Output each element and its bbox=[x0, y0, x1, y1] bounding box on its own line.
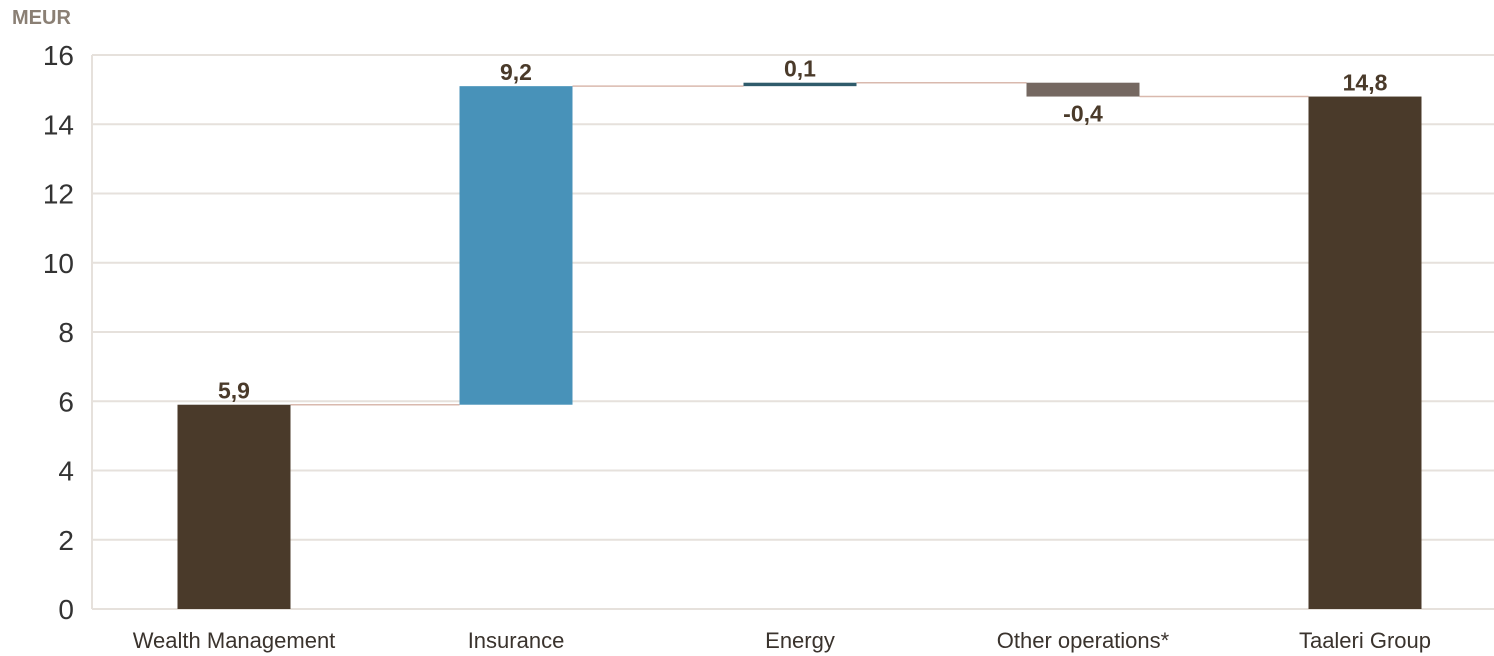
connector-lines bbox=[290, 81, 1309, 406]
bar bbox=[177, 404, 291, 609]
bar bbox=[459, 86, 573, 405]
x-tick-label: Energy bbox=[765, 628, 835, 653]
y-tick-label: 4 bbox=[58, 456, 74, 487]
y-tick-label: 0 bbox=[58, 594, 74, 625]
y-tick-label: 10 bbox=[43, 248, 74, 279]
bars bbox=[177, 82, 1422, 610]
data-labels: 5,9 9,2 0,1 -0,4 14,8 bbox=[218, 56, 1388, 404]
y-tick-label: 8 bbox=[58, 317, 74, 348]
y-tick-label: 6 bbox=[58, 386, 74, 417]
bar bbox=[1026, 82, 1140, 97]
bar bbox=[743, 82, 857, 87]
x-axis-ticks: Wealth Management Insurance Energy Other op… bbox=[133, 628, 1431, 653]
x-tick-label: Wealth Management bbox=[133, 628, 336, 653]
y-axis-ticks: 0 2 4 6 8 10 12 14 16 bbox=[43, 40, 74, 625]
y-tick-label: 14 bbox=[43, 109, 74, 140]
data-label: 0,1 bbox=[784, 56, 816, 82]
x-tick-label: Other operations* bbox=[997, 628, 1170, 653]
data-label: 14,8 bbox=[1343, 70, 1388, 96]
y-tick-label: 16 bbox=[43, 40, 74, 71]
data-label: -0,4 bbox=[1063, 101, 1103, 127]
unit-label: MEUR bbox=[12, 7, 71, 29]
y-tick-label: 12 bbox=[43, 179, 74, 210]
x-tick-label: Insurance bbox=[468, 628, 565, 653]
bar bbox=[1308, 96, 1422, 610]
data-label: 5,9 bbox=[218, 378, 250, 404]
grid-lines bbox=[92, 54, 1494, 541]
data-label: 9,2 bbox=[500, 59, 532, 85]
axes bbox=[91, 55, 1494, 610]
x-tick-label: Taaleri Group bbox=[1299, 628, 1431, 653]
y-tick-label: 2 bbox=[58, 525, 74, 556]
